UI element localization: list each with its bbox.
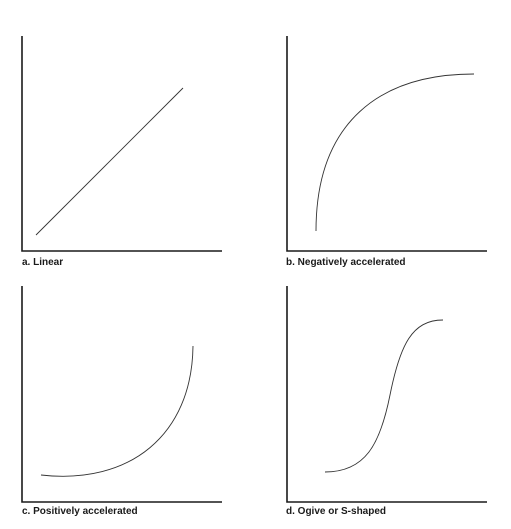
panel-linear-axes bbox=[21, 36, 222, 252]
caption-positively-accelerated: c. Positively accelerated bbox=[22, 506, 138, 517]
caption-linear: a. Linear bbox=[22, 257, 64, 268]
caption-negatively-accelerated: b. Negatively accelerated bbox=[286, 257, 406, 268]
panel-positively-accelerated-curve bbox=[40, 345, 194, 477]
panel-positively-accelerated-axes bbox=[21, 286, 222, 503]
panel-ogive-curve bbox=[324, 319, 444, 473]
panel-ogive bbox=[286, 286, 487, 503]
panel-ogive-axes bbox=[286, 286, 487, 503]
panel-negatively-accelerated-curve bbox=[315, 73, 475, 232]
panel-linear bbox=[21, 36, 222, 252]
panel-negatively-accelerated-axes bbox=[286, 36, 487, 252]
panel-negatively-accelerated bbox=[286, 36, 487, 252]
caption-ogive: d. Ogive or S-shaped bbox=[286, 506, 387, 517]
panel-positively-accelerated bbox=[21, 286, 222, 503]
panel-linear-curve bbox=[35, 87, 184, 236]
